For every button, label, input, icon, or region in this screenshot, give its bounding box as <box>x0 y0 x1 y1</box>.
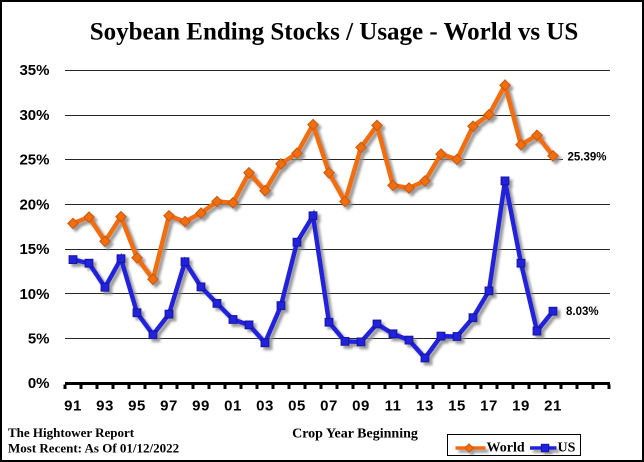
svg-text:03: 03 <box>256 398 274 415</box>
svg-text:World: World <box>487 441 525 456</box>
svg-text:13: 13 <box>416 398 434 415</box>
svg-text:0%: 0% <box>28 375 50 392</box>
svg-text:15%: 15% <box>19 241 49 258</box>
svg-text:09: 09 <box>352 398 370 415</box>
svg-text:The Hightower Report: The Hightower Report <box>8 425 135 440</box>
svg-text:25%: 25% <box>19 152 49 169</box>
svg-text:99: 99 <box>192 398 210 415</box>
svg-text:91: 91 <box>64 398 82 415</box>
svg-text:21: 21 <box>544 398 562 415</box>
svg-text:5%: 5% <box>28 331 50 348</box>
svg-text:25.39%: 25.39% <box>568 152 607 164</box>
svg-text:93: 93 <box>96 398 114 415</box>
svg-text:11: 11 <box>385 398 402 415</box>
svg-text:07: 07 <box>320 398 338 415</box>
svg-text:8.03%: 8.03% <box>566 306 599 318</box>
svg-text:20%: 20% <box>19 196 49 213</box>
svg-text:10%: 10% <box>19 286 49 303</box>
svg-text:95: 95 <box>128 398 146 415</box>
svg-text:35%: 35% <box>19 62 49 79</box>
svg-text:01: 01 <box>224 398 242 415</box>
svg-text:17: 17 <box>480 398 498 415</box>
svg-text:05: 05 <box>288 398 306 415</box>
svg-text:97: 97 <box>160 398 178 415</box>
svg-text:Soybean Ending Stocks / Usage: Soybean Ending Stocks / Usage - World vs… <box>90 19 579 46</box>
svg-text:15: 15 <box>448 398 466 415</box>
svg-text:US: US <box>558 441 576 456</box>
svg-text:19: 19 <box>512 398 530 415</box>
svg-text:Most Recent: As Of 01/12/2022: Most Recent: As Of 01/12/2022 <box>8 441 179 456</box>
svg-text:30%: 30% <box>19 107 49 124</box>
svg-text:Crop Year Beginning: Crop Year Beginning <box>292 427 418 442</box>
